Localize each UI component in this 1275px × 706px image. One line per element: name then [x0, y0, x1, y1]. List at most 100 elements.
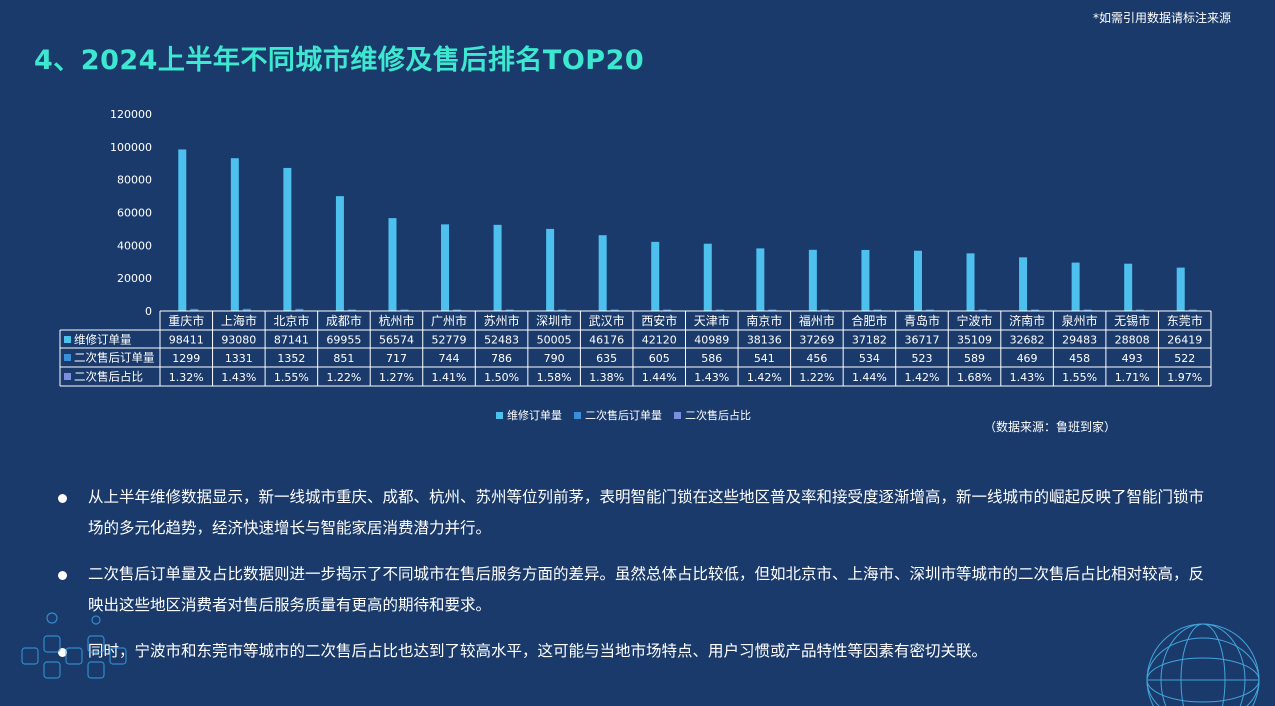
- bar-repair-orders: [388, 218, 397, 311]
- data-label-secondary-orders: 522: [1174, 352, 1195, 365]
- data-label-repair-orders: 40989: [694, 334, 729, 347]
- data-label-secondary-orders: 717: [386, 352, 407, 365]
- bar-secondary-orders: [768, 309, 777, 311]
- category-label: 上海市: [221, 313, 257, 328]
- y-tick-label: 100000: [110, 141, 152, 154]
- data-label-secondary-orders: 534: [859, 352, 880, 365]
- bar-secondary-orders: [925, 309, 934, 311]
- category-label: 武汉市: [589, 313, 625, 328]
- y-tick-label: 120000: [110, 108, 152, 121]
- data-label-secondary-orders: 635: [596, 352, 617, 365]
- bar-repair-orders: [598, 235, 607, 311]
- table-series-label: 二次售后订单量: [74, 351, 155, 365]
- bar-repair-orders: [1176, 267, 1185, 311]
- table-series-label: 二次售后占比: [74, 370, 143, 384]
- bar-secondary-orders: [505, 309, 514, 311]
- bar-repair-orders: [546, 228, 555, 311]
- data-label-repair-orders: 87141: [274, 334, 309, 347]
- bullet-text: 从上半年维修数据显示，新一线城市重庆、成都、杭州、苏州等位列前茅，表明智能门锁在…: [88, 488, 1205, 537]
- bar-repair-orders: [913, 250, 922, 311]
- citation-note: *如需引用数据请标注来源: [1092, 11, 1231, 25]
- data-label-secondary-ratio: 1.71%: [1115, 371, 1150, 384]
- bar-secondary-orders: [978, 309, 987, 311]
- category-label: 杭州市: [378, 313, 414, 328]
- bar-repair-orders: [178, 149, 187, 311]
- bar-secondary-orders: [1136, 309, 1145, 311]
- data-label-secondary-ratio: 1.22%: [799, 371, 834, 384]
- data-label-secondary-ratio: 1.41%: [432, 371, 467, 384]
- category-label: 青岛市: [904, 313, 940, 328]
- bar-secondary-orders: [347, 309, 356, 311]
- bar-secondary-orders: [715, 309, 724, 311]
- bar-secondary-orders: [820, 309, 829, 311]
- bullet-text: 同时，宁波市和东莞市等城市的二次售后占比也达到了较高水平，这可能与当地市场特点、…: [88, 642, 988, 660]
- bar-repair-orders: [756, 248, 765, 311]
- data-label-secondary-orders: 523: [911, 352, 932, 365]
- bullet-item: 二次售后订单量及占比数据则进一步揭示了不同城市在售后服务方面的差异。虽然总体占比…: [58, 559, 1208, 621]
- category-label: 宁波市: [957, 313, 993, 328]
- data-label-secondary-ratio: 1.55%: [1062, 371, 1097, 384]
- data-label-secondary-orders: 589: [964, 352, 985, 365]
- data-label-secondary-orders: 469: [1017, 352, 1038, 365]
- data-label-repair-orders: 93080: [221, 334, 256, 347]
- bar-secondary-orders: [400, 309, 409, 311]
- bar-repair-orders: [335, 196, 344, 311]
- table-series-swatch: [64, 336, 71, 343]
- bar-repair-orders: [1019, 257, 1028, 311]
- category-label: 成都市: [326, 313, 362, 328]
- bar-secondary-orders: [242, 308, 251, 311]
- category-label: 天津市: [694, 313, 730, 328]
- bar-secondary-orders: [610, 309, 619, 311]
- data-label-repair-orders: 28808: [1115, 334, 1150, 347]
- data-label-secondary-ratio: 1.55%: [274, 371, 309, 384]
- bar-repair-orders: [1071, 262, 1080, 311]
- data-label-secondary-orders: 456: [806, 352, 827, 365]
- table-series-label: 维修订单量: [74, 333, 132, 347]
- data-label-secondary-ratio: 1.44%: [642, 371, 677, 384]
- data-label-secondary-orders: 1352: [277, 352, 305, 365]
- data-label-repair-orders: 26419: [1167, 334, 1202, 347]
- data-label-repair-orders: 29483: [1062, 334, 1097, 347]
- data-label-secondary-ratio: 1.42%: [904, 371, 939, 384]
- data-label-secondary-ratio: 1.43%: [694, 371, 729, 384]
- data-source: （数据来源：鲁班到家）: [984, 420, 1117, 434]
- bar-secondary-orders: [1188, 309, 1197, 311]
- bullet-dot: [58, 494, 67, 503]
- y-tick-label: 80000: [117, 174, 152, 187]
- chart-legend: 维修订单量 二次售后订单量 二次售后占比: [496, 407, 751, 423]
- bullet-item: 从上半年维修数据显示，新一线城市重庆、成都、杭州、苏州等位列前茅，表明智能门锁在…: [58, 482, 1208, 544]
- bar-repair-orders: [230, 158, 239, 311]
- data-label-secondary-orders: 786: [491, 352, 512, 365]
- globe-decoration: [1146, 623, 1260, 706]
- bar-secondary-orders: [1083, 309, 1092, 311]
- data-label-secondary-orders: 1331: [225, 352, 253, 365]
- data-label-secondary-orders: 790: [544, 352, 565, 365]
- category-label: 合肥市: [851, 313, 887, 328]
- data-label-secondary-orders: 1299: [172, 352, 200, 365]
- legend-swatch: [496, 411, 503, 419]
- category-label: 广州市: [431, 313, 467, 328]
- y-tick-label: 40000: [117, 239, 152, 252]
- page-title: 4、2024上半年不同城市维修及售后排名TOP20: [34, 45, 645, 76]
- legend-label: 二次售后订单量: [585, 409, 662, 422]
- data-label-secondary-orders: 493: [1122, 352, 1143, 365]
- data-label-secondary-ratio: 1.97%: [1167, 371, 1202, 384]
- data-label-repair-orders: 38136: [747, 334, 782, 347]
- data-label-repair-orders: 52779: [432, 334, 467, 347]
- y-tick-label: 60000: [117, 207, 152, 220]
- data-label-secondary-ratio: 1.32%: [169, 371, 204, 384]
- category-label: 苏州市: [484, 313, 520, 328]
- data-label-repair-orders: 56574: [379, 334, 414, 347]
- data-label-repair-orders: 35109: [957, 334, 992, 347]
- data-label-secondary-ratio: 1.68%: [957, 371, 992, 384]
- bullet-list: 从上半年维修数据显示，新一线城市重庆、成都、杭州、苏州等位列前茅，表明智能门锁在…: [58, 482, 1208, 682]
- data-label-secondary-orders: 605: [649, 352, 670, 365]
- tech-icons-decoration: [21, 612, 127, 679]
- bar-secondary-orders: [663, 309, 672, 311]
- data-label-repair-orders: 36717: [904, 334, 939, 347]
- bullet-text: 二次售后订单量及占比数据则进一步揭示了不同城市在售后服务方面的差异。虽然总体占比…: [88, 565, 1205, 614]
- legend-swatch: [574, 411, 581, 419]
- bar-secondary-orders: [558, 309, 567, 311]
- data-label-repair-orders: 37182: [852, 334, 887, 347]
- data-label-secondary-orders: 458: [1069, 352, 1090, 365]
